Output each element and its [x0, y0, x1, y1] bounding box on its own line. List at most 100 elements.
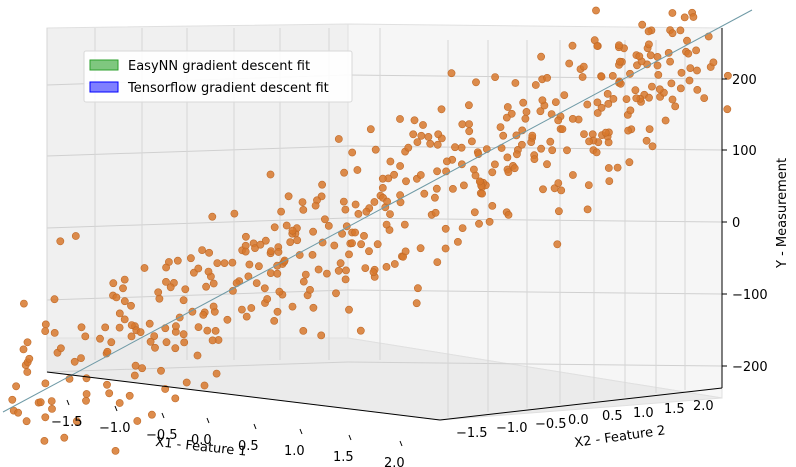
scatter-point	[133, 417, 142, 425]
scatter-point	[162, 263, 170, 272]
x-tick-mark	[66, 399, 70, 406]
scatter-point	[605, 177, 614, 185]
scatter-point	[453, 237, 462, 246]
z-tick-label: −100	[732, 288, 768, 303]
scatter-point	[522, 108, 531, 116]
scatter-point	[56, 237, 65, 246]
scatter-point	[560, 91, 569, 99]
scatter-point	[475, 177, 484, 186]
scatter-point	[601, 128, 610, 137]
scatter-point	[548, 146, 557, 155]
scatter-point	[555, 207, 563, 216]
scatter-point	[390, 260, 399, 268]
scatter-point	[527, 138, 536, 146]
scatter-point	[351, 200, 360, 209]
scatter-point	[138, 364, 146, 373]
scatter-point	[127, 321, 136, 329]
scatter-point	[194, 264, 203, 273]
scatter-point	[543, 160, 551, 169]
scatter-point	[209, 279, 218, 288]
scatter-point	[180, 338, 189, 347]
scatter-point	[245, 260, 254, 269]
scatter-point	[465, 120, 473, 128]
scatter-point	[354, 209, 363, 218]
scatter-point	[441, 244, 450, 253]
legend: EasyNN gradient descent fit Tensorflow g…	[83, 50, 353, 103]
scatter-point	[668, 29, 677, 38]
scatter-point	[41, 413, 50, 422]
x-tick-mark	[253, 423, 257, 430]
scatter-point	[23, 368, 32, 376]
z-gridline-back	[46, 361, 349, 373]
x-tick-label: 2.0	[384, 456, 405, 467]
scatter-point	[626, 106, 635, 115]
scatter-point	[320, 215, 329, 224]
scatter-point	[458, 120, 467, 129]
scatter-point	[412, 299, 421, 308]
scatter-point	[298, 198, 307, 206]
scatter-point	[8, 395, 17, 404]
scatter-point	[70, 357, 79, 366]
scatter-point	[402, 177, 410, 186]
scatter-point	[223, 315, 232, 324]
scatter-point	[419, 121, 427, 129]
scatter-point	[186, 254, 195, 263]
scatter-point	[14, 408, 22, 417]
scatter-point	[635, 52, 644, 61]
scatter-point	[592, 148, 601, 157]
scatter-point	[426, 139, 435, 148]
scatter-point	[266, 170, 275, 179]
scatter-point	[353, 166, 362, 174]
scatter-point	[693, 66, 701, 75]
scatter-point	[592, 6, 600, 15]
scatter-point	[442, 157, 451, 166]
scatter-point	[431, 208, 440, 217]
scatter-point	[115, 399, 124, 407]
z-tick-label: 100	[732, 144, 757, 159]
scatter-point	[336, 259, 345, 268]
scatter-point	[334, 135, 343, 143]
scatter-point	[288, 302, 297, 311]
scatter-point	[254, 262, 263, 271]
scatter-point	[330, 241, 339, 250]
scatter-point	[458, 224, 467, 232]
scatter-point	[632, 94, 641, 103]
scatter-point	[147, 410, 156, 419]
scatter-point	[383, 197, 391, 206]
scatter-point	[666, 57, 674, 66]
scatter-point	[150, 332, 159, 340]
scatter-point	[410, 116, 419, 125]
x-tick-label: 1.0	[284, 444, 305, 459]
scatter-point	[432, 184, 441, 193]
scatter-point	[470, 208, 479, 217]
scatter-point	[608, 72, 617, 80]
scatter-point	[127, 301, 135, 310]
scatter-point	[593, 42, 602, 50]
scatter-point	[266, 269, 275, 277]
scatter-point	[568, 115, 577, 123]
scatter-point	[530, 155, 539, 163]
scatter-point	[724, 71, 732, 80]
scatter-point	[82, 390, 91, 398]
scatter-point	[488, 201, 497, 210]
scatter-point	[723, 105, 732, 114]
scatter-point	[314, 265, 323, 274]
scatter-point	[120, 315, 129, 324]
scatter-point	[537, 144, 545, 153]
scatter-point	[12, 382, 20, 391]
scatter-point	[273, 307, 282, 316]
scatter-point	[109, 279, 118, 288]
scatter-point	[580, 130, 588, 138]
scatter-point	[340, 168, 348, 177]
x-tick-label: −0.5	[146, 428, 178, 443]
scatter-point	[112, 293, 121, 302]
scatter-point	[638, 20, 647, 29]
right-pane	[347, 23, 723, 399]
scatter-point	[490, 160, 499, 169]
scatter-point	[642, 136, 651, 145]
scatter-point	[709, 58, 718, 67]
scatter-point	[311, 201, 320, 210]
scatter-point	[309, 227, 317, 236]
scatter-point	[400, 220, 409, 229]
z-tick-label: 200	[732, 73, 757, 88]
